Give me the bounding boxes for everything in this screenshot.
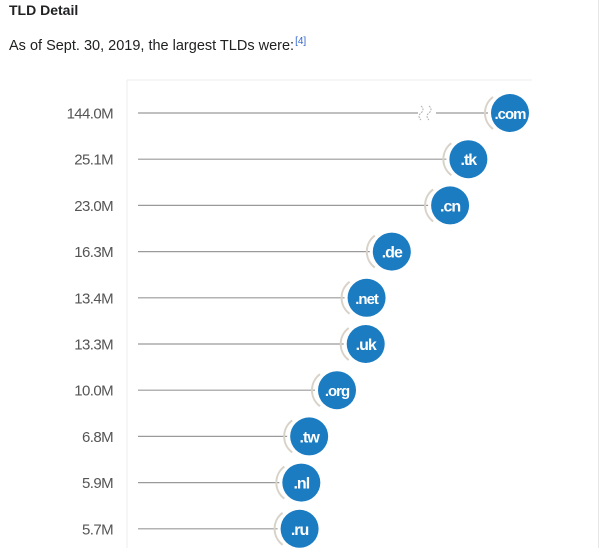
tld-label: .tk xyxy=(461,152,478,169)
tld-bubble xyxy=(491,94,529,132)
value-label: 13.4M xyxy=(74,290,113,307)
chart-row: 25.1M .tk xyxy=(74,140,488,179)
value-label: 10.0M xyxy=(74,383,113,400)
chart-row: 23.0M .cn xyxy=(74,186,470,225)
tld-bubble xyxy=(280,509,319,548)
intro-sentence: As of Sept. 30, 2019, the largest TLDs w… xyxy=(9,38,295,54)
bubble-shadow xyxy=(442,142,453,176)
tld-label: .ru xyxy=(291,522,309,539)
chart-row: 10.0M .org xyxy=(74,371,356,410)
bubble-shadow xyxy=(283,419,293,454)
bubble-shadow xyxy=(365,234,376,269)
bubble-shadow xyxy=(484,96,494,130)
tld-label: .org xyxy=(325,383,350,400)
citation-link[interactable]: [4] xyxy=(295,36,307,47)
value-label: 5.7M xyxy=(82,521,113,538)
chart-row: 144.0M .com xyxy=(67,94,529,132)
tld-bubble xyxy=(372,232,411,271)
value-label: 144.0M xyxy=(67,106,114,123)
bubble-shadow xyxy=(311,373,321,407)
tld-label: .de xyxy=(382,245,403,262)
chart-row: 13.4M .net xyxy=(74,278,386,317)
tld-label: .com xyxy=(494,106,526,123)
content-border xyxy=(598,0,599,548)
tld-label: .nl xyxy=(293,476,309,493)
chart-row: 5.7M .ru xyxy=(82,509,319,548)
tld-bubble xyxy=(282,463,321,502)
chart-row: 5.9M .nl xyxy=(82,463,321,502)
chart-row: 13.3M .uk xyxy=(74,325,385,363)
value-label: 23.0M xyxy=(74,198,113,215)
bubble-shadow xyxy=(340,281,351,315)
tld-label: .uk xyxy=(356,337,377,354)
chart-row: 16.3M .de xyxy=(74,232,411,271)
section-heading: TLD Detail xyxy=(9,2,79,18)
axis-break-icon xyxy=(418,105,432,121)
chart-rows: 144.0M .com 25.1M .tk 23.0M .cn 16.3M .de 13.4M.… xyxy=(67,94,529,548)
bubble-shadow xyxy=(339,327,350,361)
value-label: 16.3M xyxy=(74,244,113,261)
chart-frame xyxy=(126,79,532,548)
tld-label: .net xyxy=(355,291,379,308)
tld-bubble xyxy=(431,186,470,225)
chart-row: 6.8M .tw xyxy=(82,417,329,456)
value-label: 13.3M xyxy=(74,337,113,354)
bubble-shadow xyxy=(273,512,284,546)
tld-bubble xyxy=(290,417,329,456)
tld-label: .cn xyxy=(440,198,460,215)
value-label: 5.9M xyxy=(82,475,113,492)
tld-bubble xyxy=(346,325,385,363)
intro-text: As of Sept. 30, 2019, the largest TLDs w… xyxy=(9,36,306,54)
bubble-shadow xyxy=(424,188,434,223)
tld-bubble xyxy=(318,371,356,410)
bubble-shadow xyxy=(275,465,285,500)
tld-bubble xyxy=(347,278,386,317)
value-label: 6.8M xyxy=(82,429,113,446)
tld-bubble xyxy=(449,140,488,179)
tld-label: .tw xyxy=(300,429,321,446)
value-label: 25.1M xyxy=(74,152,113,169)
